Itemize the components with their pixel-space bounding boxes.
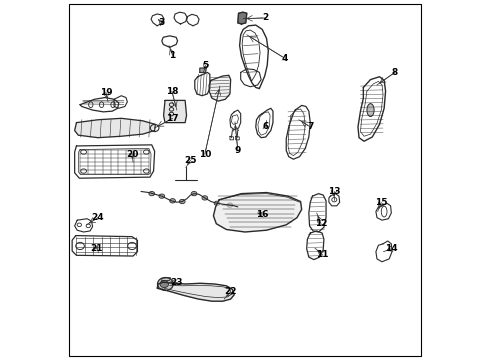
Text: 22: 22: [224, 287, 237, 296]
Polygon shape: [164, 100, 187, 123]
Text: 11: 11: [316, 250, 329, 259]
Text: 2: 2: [263, 13, 269, 22]
Text: 15: 15: [375, 198, 388, 207]
Ellipse shape: [159, 194, 165, 198]
Text: 16: 16: [256, 210, 269, 219]
Text: 1: 1: [170, 51, 176, 60]
Ellipse shape: [227, 203, 233, 207]
Text: 5: 5: [202, 61, 209, 70]
Polygon shape: [209, 75, 231, 101]
Text: 21: 21: [90, 244, 103, 253]
Text: 25: 25: [184, 156, 197, 165]
Ellipse shape: [157, 278, 173, 291]
Text: 18: 18: [166, 86, 178, 95]
Ellipse shape: [367, 104, 374, 117]
Ellipse shape: [214, 201, 220, 206]
Polygon shape: [200, 68, 206, 72]
Polygon shape: [157, 282, 234, 301]
Text: 20: 20: [126, 150, 138, 159]
Text: 8: 8: [392, 68, 398, 77]
Polygon shape: [74, 118, 155, 138]
Text: 3: 3: [159, 18, 165, 27]
Ellipse shape: [179, 199, 185, 204]
Text: 10: 10: [198, 150, 211, 159]
Text: 13: 13: [328, 187, 340, 196]
Text: 23: 23: [171, 278, 183, 287]
Text: 17: 17: [166, 114, 179, 123]
Text: 7: 7: [307, 122, 314, 131]
Text: 12: 12: [315, 219, 327, 228]
Ellipse shape: [191, 192, 197, 196]
Ellipse shape: [170, 199, 175, 203]
Ellipse shape: [202, 196, 208, 200]
Ellipse shape: [160, 280, 169, 288]
Polygon shape: [214, 193, 302, 232]
Text: 6: 6: [263, 122, 269, 131]
Polygon shape: [238, 12, 247, 24]
Text: 9: 9: [235, 146, 241, 155]
Text: 4: 4: [281, 54, 288, 63]
Text: 14: 14: [385, 244, 397, 253]
Text: 24: 24: [92, 213, 104, 222]
Text: 19: 19: [99, 87, 112, 96]
Ellipse shape: [149, 192, 155, 196]
